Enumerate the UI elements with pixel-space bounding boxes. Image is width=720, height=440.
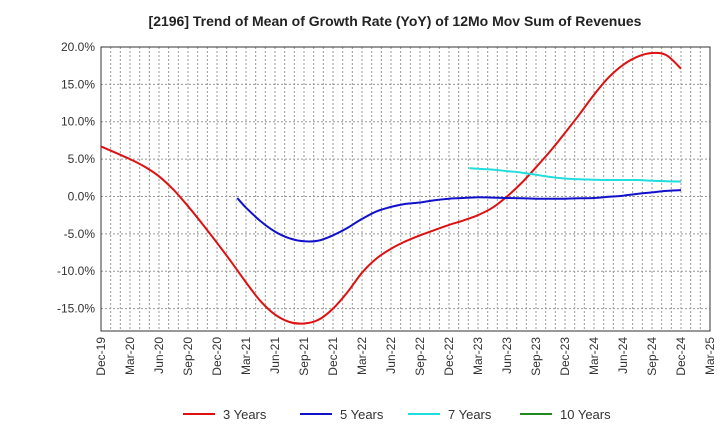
x-tick-label: Dec-24 (674, 337, 688, 376)
x-tick-label: Sep-23 (529, 337, 543, 376)
x-tick-label: Jun-24 (616, 337, 630, 374)
y-tick-label: 0.0% (68, 189, 96, 203)
chart-title: [2196] Trend of Mean of Growth Rate (YoY… (148, 13, 642, 29)
x-tick-label: Sep-24 (645, 337, 659, 376)
legend-label-3-years: 3 Years (223, 407, 267, 422)
legend-label-7-years: 7 Years (448, 407, 492, 422)
series-line-7-years (469, 167, 682, 183)
x-tick-label: Jun-21 (268, 337, 282, 374)
x-tick-label: Sep-22 (413, 337, 427, 376)
x-tick-label: Mar-24 (587, 337, 601, 375)
legend-label-10-years: 10 Years (560, 407, 611, 422)
y-tick-label: 10.0% (61, 115, 95, 129)
y-tick-label: -15.0% (57, 302, 95, 316)
x-tick-label: Sep-21 (297, 337, 311, 376)
x-tick-label: Sep-20 (181, 337, 195, 376)
x-tick-label: Dec-22 (442, 337, 456, 376)
series-line-5-years (236, 189, 682, 243)
legend-label-5-years: 5 Years (340, 407, 384, 422)
x-tick-label: Dec-23 (558, 337, 572, 376)
x-tick-label: Dec-20 (210, 337, 224, 376)
x-tick-label: Jun-22 (384, 337, 398, 374)
y-tick-label: 5.0% (68, 152, 96, 166)
plot-frame (100, 46, 711, 332)
y-tick-label: -5.0% (64, 227, 96, 241)
x-tick-label: Jun-20 (152, 337, 166, 374)
x-tick-label: Mar-23 (471, 337, 485, 375)
series-line-3-years (100, 51, 682, 325)
x-tick-label: Dec-21 (326, 337, 340, 376)
y-tick-label: 20.0% (61, 40, 95, 54)
x-tick-label: Mar-22 (355, 337, 369, 375)
y-tick-label: -10.0% (57, 264, 95, 278)
x-tick-label: Mar-21 (239, 337, 253, 375)
x-tick-label: Jun-23 (500, 337, 514, 374)
y-tick-label: 15.0% (61, 77, 95, 91)
x-tick-label: Mar-25 (703, 337, 717, 375)
x-tick-label: Mar-20 (123, 337, 137, 375)
x-tick-label: Dec-19 (94, 337, 108, 376)
